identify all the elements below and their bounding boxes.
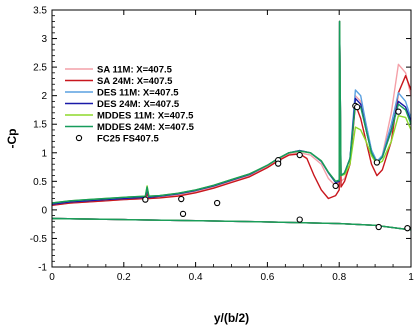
experiment-point [404, 225, 411, 232]
y-tick-label: 0 [41, 205, 47, 216]
x-tick-label: 1 [408, 272, 414, 283]
y-tick-label: 1 [41, 148, 47, 159]
y-tick-label: 3.5 [33, 6, 47, 17]
legend-label: SA 11M: X=407.5 [97, 65, 173, 76]
x-tick-label: 0.4 [189, 272, 203, 283]
x-tick-label: 0.2 [117, 272, 131, 283]
experiment-point [142, 196, 149, 203]
legend-label: DES 11M: X=407.5 [97, 88, 179, 99]
experiment-point [213, 199, 221, 207]
legend-label: DES 24M: X=407.5 [97, 99, 180, 110]
plot-area [51, 20, 412, 232]
experiment-point [296, 151, 303, 159]
x-tick-label: 0 [49, 272, 55, 283]
x-tick-label: 0.6 [260, 272, 274, 283]
series-upper-mddes-24m-x-407-5 [51, 20, 412, 204]
legend-label: SA 24M: X=407.5 [97, 76, 173, 87]
x-tick-label: 0.8 [332, 272, 346, 283]
y-tick-label: 2 [41, 91, 47, 102]
experiment-point [178, 195, 185, 203]
plot-frame [51, 9, 412, 268]
experiment-point [373, 159, 381, 166]
y-tick-label: 0.5 [33, 177, 47, 188]
series-lower-mddes-24m-x-407-5 [51, 217, 412, 231]
experiment-point [332, 182, 339, 190]
experiment-point [353, 103, 361, 111]
experiment-point [296, 216, 303, 223]
experiment-point [179, 210, 187, 218]
y-tick-label: -1 [38, 263, 47, 274]
legend-label: MDDES 11M: X=407.5 [97, 111, 194, 122]
y-tick-label: 1.5 [33, 120, 47, 131]
y-tick-label: 3 [41, 34, 47, 45]
y-tick-label: -0.5 [30, 234, 48, 245]
experiment-point [375, 223, 382, 231]
legend-label-experiment: FC25 FS407.5 [97, 134, 159, 145]
experiment-point [275, 160, 282, 167]
x-axis-label: y/(b/2) [214, 311, 249, 325]
y-axis-label: -Cp [5, 129, 19, 149]
tick-labels: 0 0.2 0.4 0.6 0.8 1 -1 -0.5 0 0.5 1 1.5 2 2.5 3 3.5 [30, 6, 414, 284]
legend-marker-experiment [75, 134, 83, 142]
series-upper-sa-24m-x-407-5 [51, 20, 412, 206]
legend-label: MDDES 24M: X=407.5 [97, 122, 195, 133]
y-tick-label: 2.5 [33, 63, 47, 74]
experiment-point [395, 108, 402, 115]
